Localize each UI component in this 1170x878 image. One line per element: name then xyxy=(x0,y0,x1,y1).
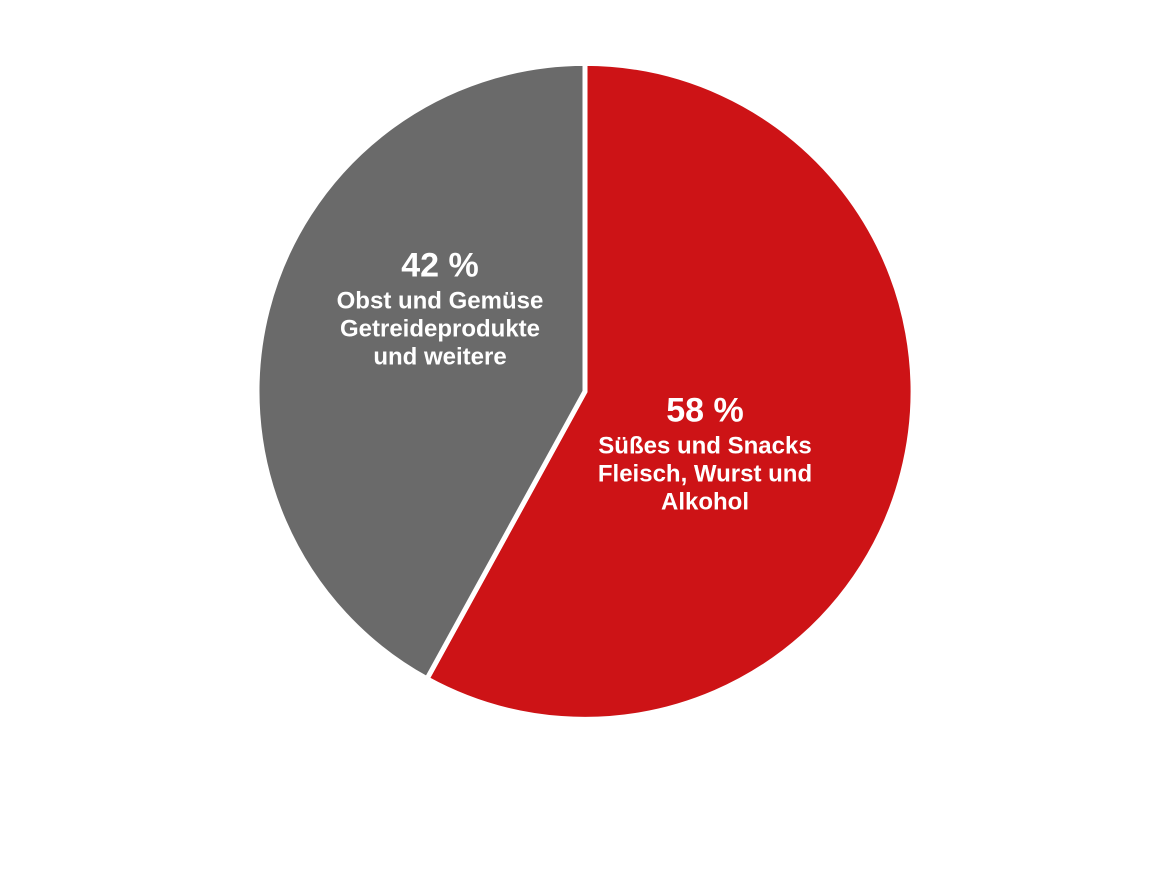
slice-desc-1-line-0: Obst und Gemüse xyxy=(337,287,544,314)
slice-percent-0: 58 % xyxy=(666,391,744,429)
pie-chart-container: 58 % Süßes und SnacksFleisch, Wurst undAl… xyxy=(245,51,925,731)
slice-percent-1: 42 % xyxy=(401,246,479,284)
slice-desc-0-line-2: Alkohol xyxy=(661,488,749,515)
slice-desc-1-line-1: Getreideprodukte xyxy=(340,315,540,342)
slice-desc-1-line-2: und weitere xyxy=(373,343,506,370)
slice-desc-0-line-1: Fleisch, Wurst und xyxy=(598,460,812,487)
slice-desc-0-line-0: Süßes und Snacks xyxy=(598,432,811,459)
pie-chart: 58 % Süßes und SnacksFleisch, Wurst undAl… xyxy=(245,51,925,731)
